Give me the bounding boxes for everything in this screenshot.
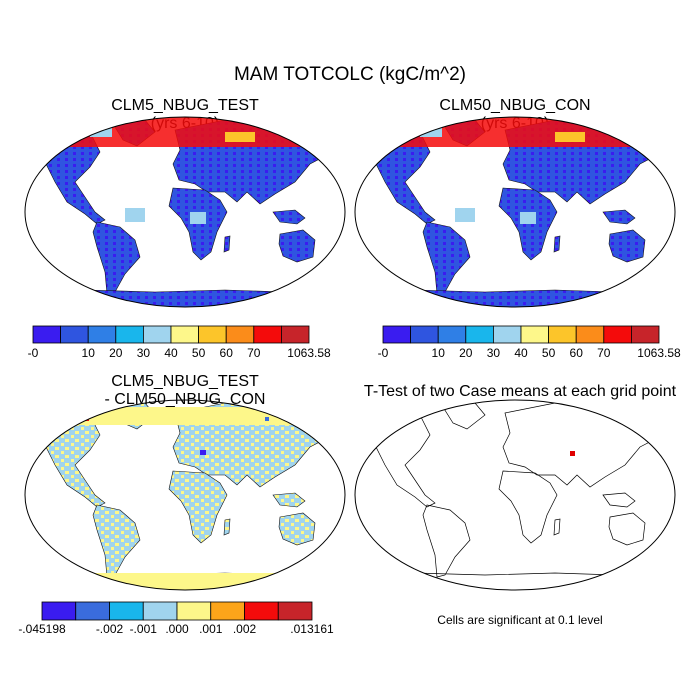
colorbar-swatch bbox=[210, 601, 245, 621]
significance-note: Cells are significant at 0.1 level bbox=[437, 613, 603, 627]
colorbar-swatch bbox=[548, 325, 577, 344]
significant-cell bbox=[570, 451, 575, 456]
colorbar-tick-label: 20 bbox=[109, 346, 123, 360]
colorbar-tick-label: 10 bbox=[82, 346, 96, 360]
colorbar-tick-label: 40 bbox=[514, 346, 528, 360]
colorbar-swatch bbox=[198, 325, 227, 344]
colorbar-swatch bbox=[109, 601, 144, 621]
colorbar-tick-label: 1063.58 bbox=[287, 346, 331, 360]
globe-outline bbox=[24, 116, 346, 308]
panel-title-line1: CLM50_NBUG_CON bbox=[439, 97, 591, 114]
colorbar-test: -0 10 20 30 40 50 60 70 1063.58 bbox=[28, 325, 331, 360]
colorbar-swatch bbox=[142, 601, 178, 621]
colorbar-swatch bbox=[142, 325, 172, 344]
colorbar-tick-label: 60 bbox=[220, 346, 234, 360]
colorbar-tick-label: 30 bbox=[487, 346, 501, 360]
panel-title-line1: CLM5_NBUG_TEST bbox=[111, 373, 259, 390]
colorbar-tick-label: 40 bbox=[164, 346, 178, 360]
colorbar-tick-label: 1063.58 bbox=[637, 346, 681, 360]
colorbar-tick-label: 20 bbox=[459, 346, 473, 360]
globe-outline bbox=[24, 399, 346, 591]
colorbar-swatch bbox=[277, 601, 313, 621]
main-title: MAM TOTCOLC (kgC/m^2) bbox=[233, 64, 466, 85]
panel-title-line1: CLM5_NBUG_TEST bbox=[111, 97, 259, 114]
colorbar-tick-label: .002 bbox=[233, 622, 257, 636]
map-panel-ttest bbox=[354, 399, 676, 591]
colorbar-difference: -.045198 -.002 -.001 .000 .001 .002 .013161 bbox=[18, 601, 334, 636]
colorbar-swatch bbox=[225, 325, 255, 344]
colorbar-tick-label: 30 bbox=[137, 346, 151, 360]
colorbar-swatch bbox=[170, 325, 200, 344]
colorbar-tick-label: 50 bbox=[192, 346, 206, 360]
colorbar-tick-label: -0 bbox=[378, 346, 389, 360]
colorbar-tick-label: -0 bbox=[28, 346, 39, 360]
colorbar-swatch bbox=[465, 325, 494, 344]
colorbar-swatch bbox=[253, 325, 282, 344]
colorbar-tick-label: 50 bbox=[542, 346, 556, 360]
colorbar-tick-label: 10 bbox=[432, 346, 446, 360]
colorbar-tick-label: .000 bbox=[165, 622, 189, 636]
colorbar-swatch bbox=[437, 325, 467, 344]
colorbar-swatch bbox=[87, 325, 117, 344]
colorbar-swatch bbox=[575, 325, 605, 344]
map-panel-control bbox=[354, 116, 676, 308]
colorbar-tick-label: -.002 bbox=[96, 622, 124, 636]
map-panel-test bbox=[24, 116, 346, 308]
colorbar-swatch bbox=[32, 325, 62, 344]
colorbar-swatch bbox=[41, 601, 77, 621]
map-panel-difference bbox=[24, 399, 346, 591]
colorbar-swatch bbox=[382, 325, 412, 344]
globe-outline bbox=[354, 116, 676, 308]
colorbar-swatch bbox=[244, 601, 279, 621]
panel-title-ttest: T-Test of two Case means at each grid po… bbox=[363, 383, 677, 400]
colorbar-tick-label: -.045198 bbox=[18, 622, 66, 636]
colorbar-tick-label: 70 bbox=[247, 346, 261, 360]
colorbar-tick-label: .013161 bbox=[290, 622, 334, 636]
colorbar-tick-label: -.001 bbox=[130, 622, 158, 636]
colorbar-swatch bbox=[60, 325, 89, 344]
colorbar-swatch bbox=[631, 325, 660, 344]
colorbar-tick-label: 60 bbox=[570, 346, 584, 360]
colorbar-swatch bbox=[492, 325, 522, 344]
colorbar-swatch bbox=[115, 325, 144, 344]
colorbar-swatch bbox=[603, 325, 632, 344]
colorbar-swatch bbox=[280, 325, 310, 344]
colorbar-tick-label: .001 bbox=[199, 622, 223, 636]
globe-outline bbox=[354, 399, 676, 591]
colorbar-swatch bbox=[176, 601, 212, 621]
colorbar-swatch bbox=[75, 601, 110, 621]
colorbar-control: -0 10 20 30 40 50 60 70 1063.58 bbox=[378, 325, 681, 360]
colorbar-tick-label: 70 bbox=[597, 346, 611, 360]
colorbar-swatch bbox=[520, 325, 550, 344]
colorbar-swatch bbox=[410, 325, 439, 344]
